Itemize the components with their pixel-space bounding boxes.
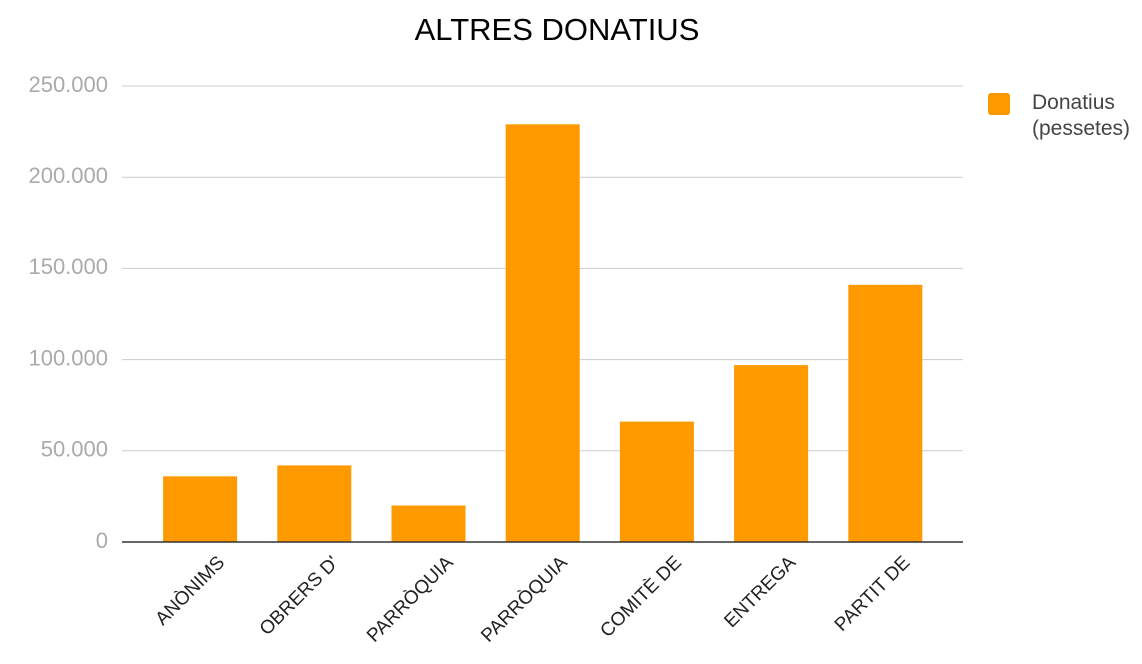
x-tick-label: PARRÒQUIA xyxy=(362,551,457,646)
y-tick-label: 200.000 xyxy=(28,163,108,188)
x-tick-label: ANÒNIMS xyxy=(151,552,229,630)
bar xyxy=(505,124,580,542)
legend-swatch xyxy=(988,93,1010,115)
legend: Donatius (pessetes) xyxy=(988,90,1142,142)
bar xyxy=(163,476,238,542)
y-tick-label: 0 xyxy=(96,528,108,553)
y-tick-label: 50.000 xyxy=(41,437,108,462)
bar xyxy=(734,365,809,542)
y-tick-label: 250.000 xyxy=(28,72,108,97)
x-tick-label: COMITÈ DE xyxy=(596,552,685,641)
bar xyxy=(391,505,466,542)
chart-title: ALTRES DONATIUS xyxy=(415,12,700,47)
bar xyxy=(848,284,923,542)
bar xyxy=(619,421,694,542)
x-tick-label: OBRERS D' xyxy=(256,552,344,640)
x-tick-label: PARTIT DE xyxy=(831,552,915,636)
x-tick-label: ENTREGA xyxy=(720,552,800,632)
x-tick-label: PARRÒQUIA xyxy=(477,551,572,646)
bar xyxy=(277,465,352,542)
y-tick-label: 150.000 xyxy=(28,254,108,279)
y-tick-label: 100.000 xyxy=(28,345,108,370)
legend-label: Donatius (pessetes) xyxy=(1032,91,1131,140)
